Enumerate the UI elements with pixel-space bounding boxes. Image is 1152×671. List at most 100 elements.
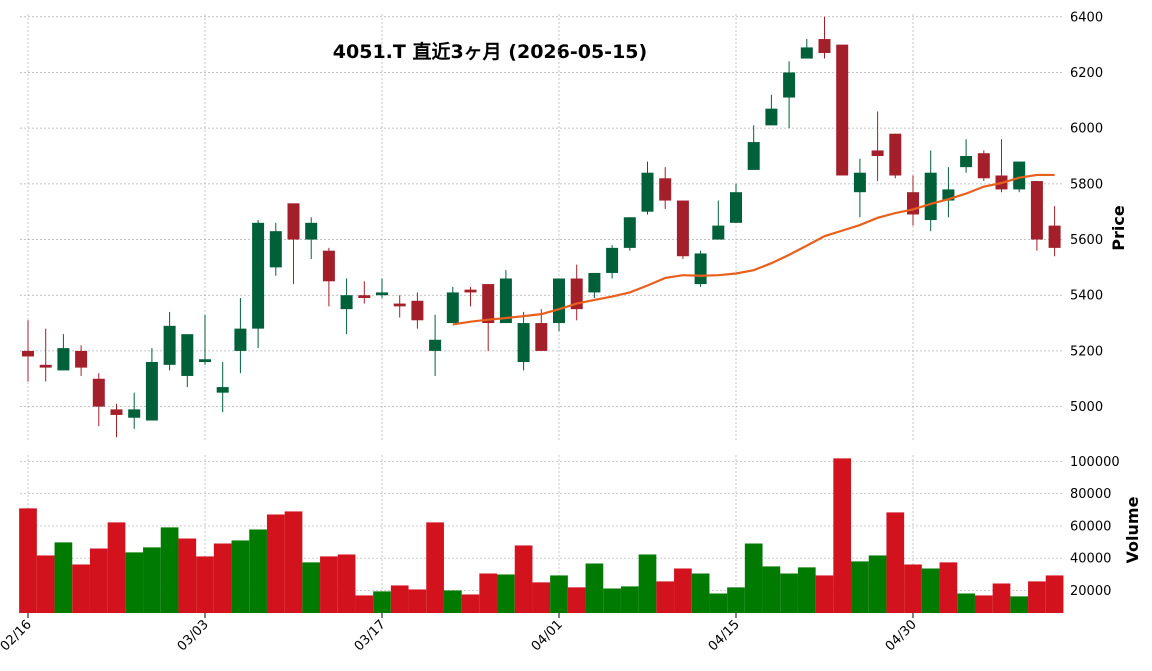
y-tick-label: 40000 <box>1070 552 1111 567</box>
volume-bar <box>886 512 905 613</box>
volume-bar <box>390 585 409 613</box>
candle-body <box>730 192 742 223</box>
y-tick-label: 5800 <box>1070 177 1103 192</box>
volume-bar <box>107 522 126 613</box>
volume-bar <box>709 593 728 613</box>
candle-body <box>340 295 353 310</box>
candle-body <box>553 278 565 324</box>
y-tick-label: 5600 <box>1070 233 1103 248</box>
candle-body <box>1030 181 1043 240</box>
y-tick-label: 6400 <box>1070 10 1103 25</box>
candle-body <box>322 250 335 282</box>
volume-bar <box>957 593 975 613</box>
y-tick-label: 100000 <box>1070 455 1120 470</box>
candle-body <box>836 44 849 176</box>
candle-body <box>39 364 52 368</box>
candle-body <box>216 387 229 393</box>
candle-body <box>181 334 194 376</box>
candle-body <box>482 284 495 324</box>
volume-bar <box>36 555 55 613</box>
volume-bar <box>19 508 37 613</box>
y-tick-label: 6000 <box>1070 122 1103 137</box>
candle-body <box>889 133 902 176</box>
volume-bar <box>514 545 533 613</box>
volume-bar <box>868 555 887 613</box>
volume-bar <box>355 595 374 613</box>
candle-body <box>446 292 459 324</box>
candle-body <box>252 222 265 329</box>
volume-bar <box>532 582 551 613</box>
candle-body <box>145 362 158 421</box>
y-tick-label: 5200 <box>1070 344 1103 359</box>
volume-bar <box>196 556 214 613</box>
candle-body <box>570 278 583 310</box>
volume-bar <box>178 538 197 613</box>
volume-bar <box>54 542 73 613</box>
x-tick-label: 02/16 <box>0 617 35 654</box>
volume-bar <box>1010 596 1029 613</box>
volume-bar <box>143 547 161 613</box>
candle-body <box>1013 161 1026 190</box>
volume-bar <box>550 575 568 613</box>
x-tick-label: 04/30 <box>883 617 920 654</box>
volume-bar <box>479 573 498 613</box>
x-tick-label: 04/15 <box>706 617 743 654</box>
y-tick-label: 6200 <box>1070 66 1103 81</box>
candle-body <box>747 142 760 170</box>
x-tick-label: 03/17 <box>352 617 389 654</box>
moving-average-line <box>452 173 1055 326</box>
candle-body <box>871 150 884 156</box>
volume-bar <box>72 564 90 613</box>
candle-body <box>694 253 707 285</box>
y-axis-label: Price <box>1109 205 1128 251</box>
candle-body <box>783 72 796 98</box>
candle-body <box>393 303 406 307</box>
y-tick-label: 60000 <box>1070 519 1111 534</box>
y-axis-label: Volume <box>1123 496 1142 563</box>
candle-body <box>1048 225 1061 248</box>
volume-bar <box>284 511 303 613</box>
candle-body <box>977 153 990 179</box>
candle-body <box>765 108 778 126</box>
volume-bar <box>780 573 798 613</box>
volume-bar <box>266 514 285 613</box>
candle-body <box>960 156 973 168</box>
candle-body <box>623 217 636 248</box>
candle-body <box>588 272 601 293</box>
volume-bar <box>674 568 692 613</box>
candle-body <box>234 328 247 351</box>
volume-bar <box>603 588 621 613</box>
y-tick-label: 20000 <box>1070 584 1111 599</box>
volume-bar <box>939 562 958 613</box>
candle-body <box>535 323 548 351</box>
volume-bar <box>904 564 922 613</box>
volume-bar <box>443 590 462 613</box>
candle-body <box>128 409 141 418</box>
volume-bar <box>89 548 108 613</box>
volume-bar <box>974 595 993 613</box>
volume-bar <box>797 567 816 613</box>
chart-title: 4051.T 直近3ヶ月 (2026-05-15) <box>333 40 647 63</box>
candle-body <box>712 225 725 240</box>
candle-body <box>606 247 619 273</box>
volume-bar <box>337 554 356 613</box>
candle-body <box>411 300 424 321</box>
volume-bar <box>213 543 232 613</box>
volume-bar <box>408 589 427 613</box>
y-tick-label: 5400 <box>1070 289 1103 304</box>
candle-body <box>499 278 512 324</box>
candle-body <box>942 189 955 201</box>
candle-body <box>110 409 123 415</box>
candle-body <box>659 178 672 201</box>
volume-bar <box>302 562 321 613</box>
volume-bar <box>851 561 869 613</box>
volume-bar <box>691 573 710 613</box>
candle-body <box>924 172 937 221</box>
volume-bar <box>1045 575 1064 613</box>
volume-bar <box>426 522 444 613</box>
candle-body <box>429 339 442 351</box>
volume-bar <box>744 543 763 613</box>
candle-body <box>517 323 530 363</box>
volume-bar <box>833 458 852 613</box>
volume-bar <box>585 563 604 613</box>
